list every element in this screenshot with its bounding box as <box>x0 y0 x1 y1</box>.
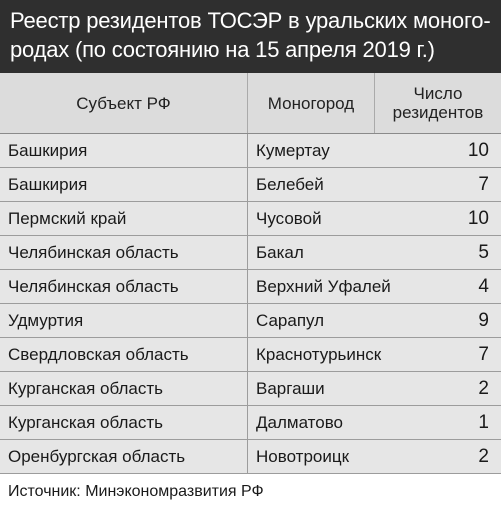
count-cell: 7 <box>478 173 489 195</box>
region-cell: Башкирия <box>8 174 88 194</box>
region-cell: Свердловская область <box>8 344 189 364</box>
city-cell: Верхний Уфалей <box>247 270 391 303</box>
region-cell: Пермский край <box>8 208 127 228</box>
region-cell: Челябинская область <box>8 276 179 296</box>
header-count-line-2: резидентов <box>392 103 484 122</box>
region-cell: Челябинская область <box>8 242 179 262</box>
header-count: Число резидентов <box>374 73 501 133</box>
count-cell: 5 <box>478 241 489 263</box>
count-cell: 2 <box>478 445 489 467</box>
city-cell: Варгаши <box>247 372 374 405</box>
count-cell: 10 <box>467 139 489 161</box>
table-row: Башкирия Белебей 7 <box>0 168 501 202</box>
table-title: Реестр резидентов ТОСЭР в уральских моно… <box>0 0 501 73</box>
table-row: Челябинская область Верхний Уфалей 4 <box>0 270 501 304</box>
table-row: Челябинская область Бакал 5 <box>0 236 501 270</box>
count-cell: 1 <box>478 411 489 433</box>
city-cell: Сарапул <box>247 304 374 337</box>
city-cell: Бакал <box>247 236 374 269</box>
table-body: Башкирия Кумертау 10 Башкирия Белебей 7 … <box>0 134 501 474</box>
city-cell: Кумертау <box>247 134 374 167</box>
city-cell: Краснотурьинск <box>247 338 381 371</box>
city-cell: Новотроицк <box>247 440 374 473</box>
table-row: Пермский край Чусовой 10 <box>0 202 501 236</box>
region-cell: Оренбургская область <box>8 446 186 466</box>
region-cell: Башкирия <box>8 140 88 160</box>
source-note: Источник: Минэкономразвития РФ <box>0 474 501 509</box>
table-row: Башкирия Кумертау 10 <box>0 134 501 168</box>
count-cell: 10 <box>467 207 489 229</box>
count-cell: 4 <box>478 275 489 297</box>
region-cell: Удмуртия <box>8 310 84 330</box>
table-row: Свердловская область Краснотурьинск 7 <box>0 338 501 372</box>
table-header: Субъект РФ Моногород Число резидентов <box>0 73 501 134</box>
count-cell: 7 <box>478 343 489 365</box>
city-cell: Далматово <box>247 406 374 439</box>
header-count-line-1: Число <box>413 84 463 103</box>
city-cell: Чусовой <box>247 202 374 235</box>
header-region: Субъект РФ <box>76 93 171 113</box>
table-row: Курганская область Далматово 1 <box>0 406 501 440</box>
count-cell: 2 <box>478 377 489 399</box>
table-title-line-1: Реестр резидентов ТОСЭР в уральских моно… <box>10 8 491 33</box>
city-cell: Белебей <box>247 168 374 201</box>
count-cell: 9 <box>478 309 489 331</box>
table-row: Удмуртия Сарапул 9 <box>0 304 501 338</box>
region-cell: Курганская область <box>8 378 163 398</box>
region-cell: Курганская область <box>8 412 163 432</box>
table-title-line-2: родах (по состоянию на 15 апреля 2019 г.… <box>10 37 435 62</box>
table-row: Курганская область Варгаши 2 <box>0 372 501 406</box>
table-row: Оренбургская область Новотроицк 2 <box>0 440 501 474</box>
header-city: Моногород <box>247 73 374 133</box>
